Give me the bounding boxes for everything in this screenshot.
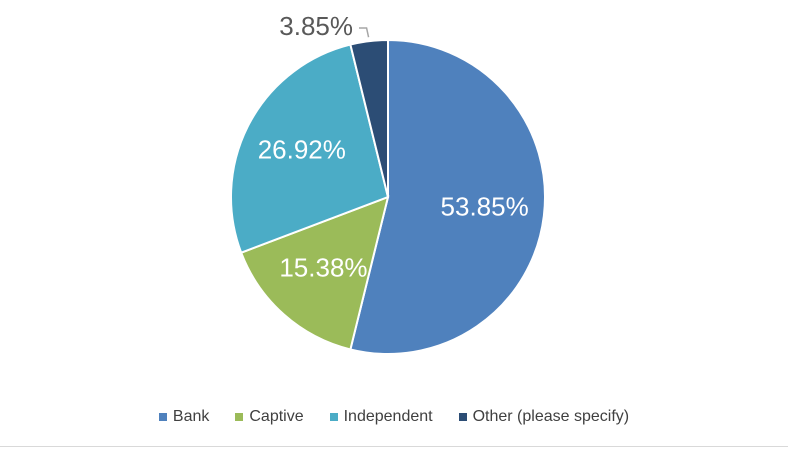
- legend-label-independent: Independent: [343, 408, 433, 425]
- legend-item-other: Other (please specify): [458, 408, 630, 426]
- legend-swatch-independent: [329, 413, 338, 421]
- legend-item-bank: Bank: [158, 408, 210, 426]
- data-label-captive: 15.38%: [279, 253, 367, 283]
- legend-swatch-other: [458, 413, 467, 421]
- legend-swatch-bank: [158, 413, 167, 421]
- legend-label-bank: Bank: [172, 408, 210, 425]
- legend: Bank Captive Independent Other (please s…: [0, 408, 788, 426]
- legend-swatch-captive: [235, 413, 244, 421]
- data-label-independent: 26.92%: [258, 135, 346, 165]
- pie-slice-bank: [349, 38, 546, 355]
- legend-label-captive: Captive: [249, 408, 304, 425]
- pie-slice-independent: [230, 43, 390, 254]
- pie-slice-captive: [239, 195, 390, 351]
- legend-label-other: Other (please specify): [472, 408, 630, 425]
- bottom-rule: [0, 446, 788, 447]
- pie-slice-other: [349, 38, 389, 198]
- data-label-bank: 53.85%: [441, 192, 529, 222]
- pie-chart-svg: 53.85% 15.38% 26.92% 3.85%: [230, 11, 546, 355]
- legend-item-independent: Independent: [329, 408, 433, 426]
- leader-line-other: [359, 27, 370, 38]
- legend-item-captive: Captive: [235, 408, 304, 426]
- data-label-other: 3.85%: [279, 11, 353, 41]
